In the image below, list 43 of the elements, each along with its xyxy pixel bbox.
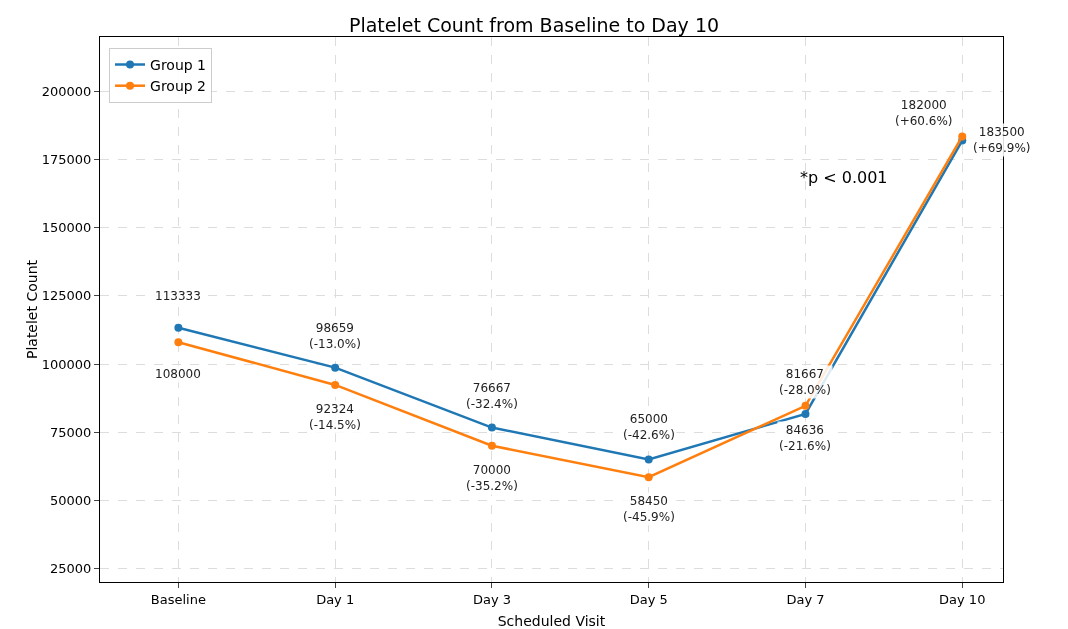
legend-label: Group 2: [150, 78, 207, 95]
data-label: 108000: [155, 367, 201, 381]
point: [331, 380, 340, 389]
data-label: 76667 (-32.4%): [466, 381, 518, 411]
data-label: 92324 (-14.5%): [309, 402, 361, 432]
x-tick-label: Day 10: [939, 591, 986, 607]
y-tick-label: 75000: [50, 424, 92, 440]
point: [174, 338, 183, 347]
data-label: 58450 (-45.9%): [623, 494, 675, 524]
point: [331, 363, 340, 372]
legend-label: Group 1: [150, 56, 207, 73]
annotation: *p < 0.001: [800, 168, 888, 187]
point: [801, 409, 810, 418]
y-tick-label: 25000: [50, 560, 92, 576]
data-label: 84636 (-21.6%): [779, 423, 831, 453]
y-tick-label: 150000: [41, 220, 92, 236]
x-axis-title: Scheduled Visit: [497, 613, 606, 629]
point: [487, 423, 496, 432]
y-tick-label: 200000: [41, 84, 92, 100]
point: [174, 323, 183, 332]
point: [644, 455, 653, 464]
chart-title: Platelet Count from Baseline to Day 10: [348, 14, 720, 37]
data-label: 98659 (-13.0%): [309, 321, 361, 351]
point: [487, 441, 496, 450]
point: [644, 473, 653, 482]
x-tick-label: Day 7: [786, 591, 825, 607]
y-tick-label: 50000: [50, 492, 92, 508]
point: [958, 132, 967, 141]
y-tick-label: 175000: [41, 152, 92, 168]
x-tick-label: Day 1: [316, 591, 355, 607]
x-tick-label: Day 3: [472, 591, 511, 607]
point: [801, 401, 810, 410]
data-label: 182000 (+60.6%): [895, 98, 953, 128]
x-tick-label: Baseline: [150, 591, 206, 607]
y-tick-label: 125000: [41, 288, 92, 304]
data-label: 113333: [155, 289, 201, 303]
y-axis-title: Platelet Count: [23, 259, 40, 360]
data-label: 183500 (+69.9%): [973, 125, 1031, 155]
data-label: 65000 (-42.6%): [623, 412, 675, 442]
y-tick-label: 100000: [41, 356, 92, 372]
data-label: 70000 (-35.2%): [466, 463, 518, 493]
x-tick-label: Day 5: [629, 591, 668, 607]
data-label: 81667 (-28.0%): [779, 367, 831, 397]
